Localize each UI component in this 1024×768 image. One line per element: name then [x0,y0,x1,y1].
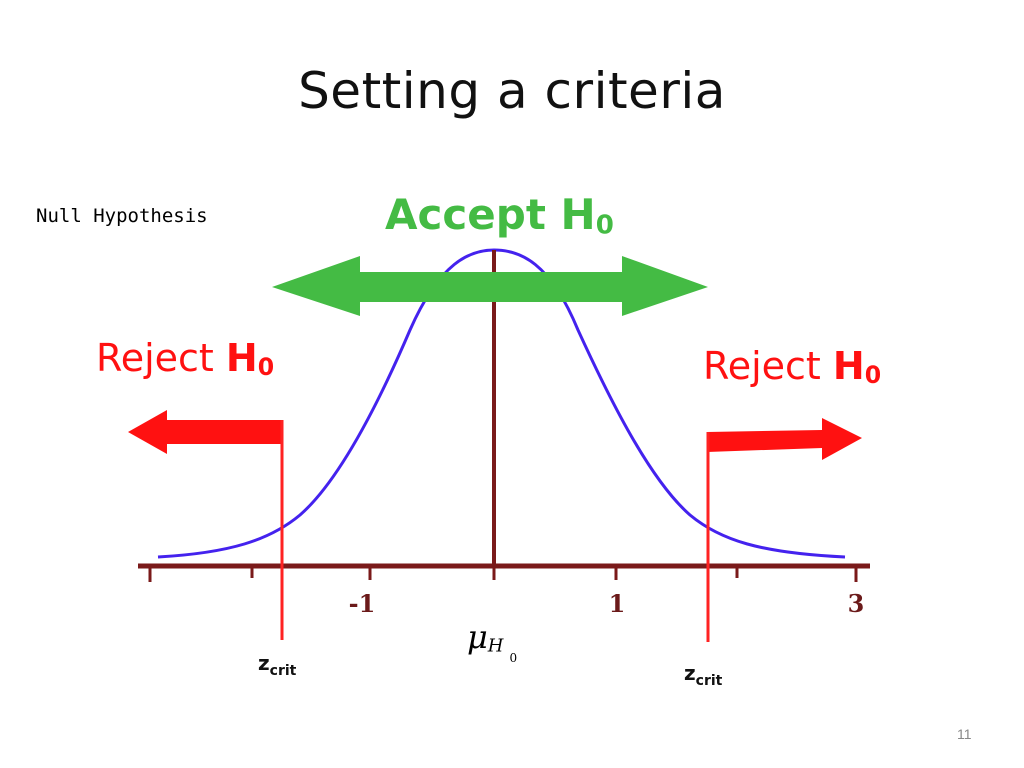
axis-ticks [148,566,858,582]
tick-label-neg1: -1 [348,589,376,618]
page-number: 11 [957,726,972,742]
accept-subscript: 0 [595,210,614,241]
reject-subscript: 0 [257,353,275,382]
reject-h0-right-label: Reject H0 [703,344,881,389]
tick-label-1: 1 [608,589,626,618]
slide-title: Setting a criteria [298,62,726,120]
accept-text: Accept H [385,190,596,239]
zcrit-z: z [258,651,270,675]
accept-h0-label: Accept H0 [385,190,614,241]
reject-h: H [832,344,865,388]
mu-h: H [487,635,504,657]
zcrit-left-label: zcrit [258,651,296,679]
reject-h0-left-label: Reject H0 [96,336,274,381]
mu-zero: 0 [509,651,518,666]
mu-h0-label: μH0 [467,618,517,665]
reject-word: Reject [96,336,214,380]
zcrit-sub: crit [269,662,297,679]
reject-right-arrow [707,418,862,460]
zcrit-right-label: zcrit [684,661,722,689]
reject-word: Reject [703,344,821,388]
zcrit-sub: crit [695,672,723,689]
reject-h: H [225,336,258,380]
accept-arrow [272,256,708,316]
mu-symbol: μ [467,618,488,656]
zcrit-z: z [684,661,696,685]
reject-left-arrow [128,410,282,454]
reject-subscript: 0 [864,361,882,390]
tick-label-3: 3 [847,589,865,618]
null-hypothesis-label: Null Hypothesis [36,205,208,227]
